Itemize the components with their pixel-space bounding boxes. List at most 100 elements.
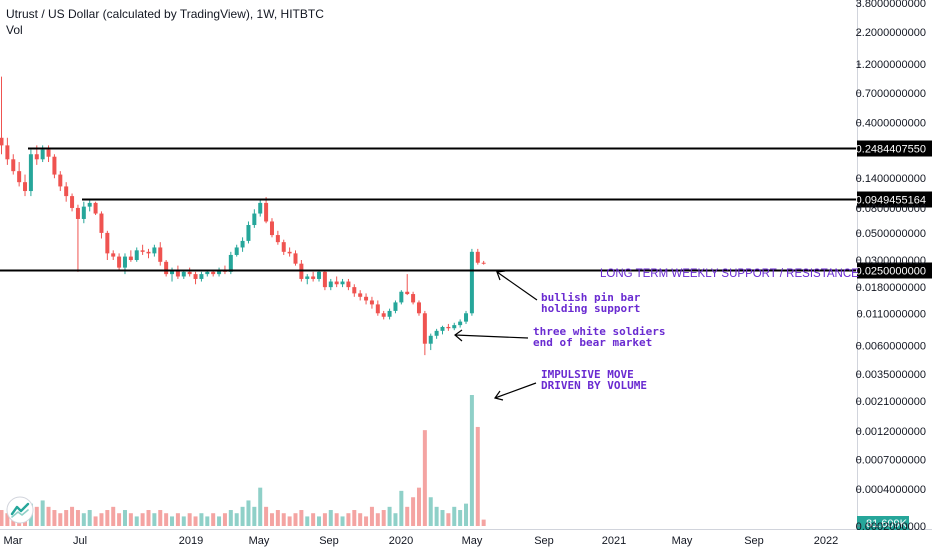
volume-bar [222, 513, 227, 526]
volume-bar [264, 506, 269, 526]
candle [446, 323, 451, 331]
volume-bar [322, 513, 327, 526]
time-tick-label: Sep [319, 535, 339, 547]
candle [246, 221, 251, 244]
volume-bar [328, 510, 333, 526]
candle [428, 333, 433, 351]
volume-value-label: 81.609K [866, 518, 908, 530]
volume-value-badge [857, 516, 909, 530]
volume-bar [175, 513, 180, 526]
candle [111, 250, 116, 261]
candle [81, 201, 86, 224]
candle [199, 271, 204, 282]
time-tick-label: 2021 [602, 535, 626, 547]
volume-bar [469, 395, 474, 526]
time-tick-label: 2022 [814, 535, 838, 547]
volume-bar [228, 510, 233, 526]
time-tick-label: Sep [744, 535, 764, 547]
candle [458, 319, 463, 328]
volume-bar [64, 510, 69, 526]
chart-legend: Utrust / US Dollar (calculated by Tradin… [6, 6, 324, 38]
volume-bar [258, 487, 263, 526]
volume-bar [440, 510, 445, 526]
symbol-title[interactable]: Utrust / US Dollar (calculated by Tradin… [6, 7, 324, 21]
candle [322, 269, 327, 291]
price-tick-label: 0.0012000000 [856, 426, 926, 438]
price-tick-label: 0.7000000000 [856, 88, 926, 100]
annotation-impulsive-line-2: DRIVEN BY VOLUME [541, 379, 647, 392]
volume-bar [411, 497, 416, 526]
candle [416, 300, 421, 316]
candle [58, 171, 63, 192]
time-tick-label: Mar [4, 535, 23, 547]
time-axis[interactable]: Mar Jul 2019 May Sep 2020 May Sep 2021 May Sep 2022 [4, 535, 839, 547]
candle [70, 193, 75, 212]
level-price-label: 0.0949455164 [856, 195, 926, 207]
volume-bar [364, 516, 369, 526]
candle [152, 244, 157, 257]
price-tick-label: 0.0007000000 [856, 454, 926, 466]
level-price-badge [857, 262, 932, 279]
volume-bar [381, 510, 386, 526]
level-price-badge [857, 140, 932, 157]
candle [99, 211, 104, 239]
level-price-badge [857, 191, 932, 208]
volume-bar [317, 516, 322, 526]
volume-bar [464, 503, 469, 526]
volume-bar [34, 506, 39, 526]
candle [399, 290, 404, 305]
volume-bar [234, 513, 239, 526]
candle [346, 278, 351, 291]
candle [17, 162, 22, 187]
candle [217, 267, 222, 277]
volume-bar [75, 510, 80, 526]
volume-bar [252, 506, 257, 526]
volume-bar [52, 510, 57, 526]
candle [452, 322, 457, 331]
price-axis[interactable]: 3.8000000000 2.2000000000 1.2000000000 0.70… [856, 0, 926, 533]
volume-bar [346, 513, 351, 526]
time-tick-label: 2020 [389, 535, 413, 547]
candle [411, 291, 416, 305]
horizontal-levels[interactable]: 0.2484407550 0.0949455164 0.0250000000 81.6… [0, 140, 932, 531]
volume-bar [446, 513, 451, 526]
candle [440, 325, 445, 335]
volume-bar [217, 516, 222, 526]
candle [105, 230, 110, 261]
candle [340, 278, 345, 288]
candle [158, 242, 163, 266]
volume-bar [352, 510, 357, 526]
volume-bar [393, 513, 398, 526]
candle [93, 201, 98, 216]
volume-indicator-label[interactable]: Vol [6, 23, 23, 37]
candle [405, 274, 410, 296]
volume-bar [46, 506, 51, 526]
tradingview-logo-icon [6, 496, 34, 524]
time-tick-label: May [249, 535, 270, 547]
candle [275, 230, 280, 245]
annotation-soldiers-line-2: end of bear market [533, 336, 652, 349]
volume-bar [164, 513, 169, 526]
volume-bar [422, 430, 427, 526]
candle [287, 247, 292, 257]
candle [358, 290, 363, 301]
candle [128, 250, 133, 262]
volume-bar [5, 513, 10, 526]
annotation-pin-bar-line-2: holding support [541, 302, 640, 315]
candle [364, 293, 369, 305]
candle [258, 198, 263, 217]
candle [164, 260, 169, 277]
volume-bar [158, 510, 163, 526]
volume-bar [369, 506, 374, 526]
volume-bar [269, 513, 274, 526]
volume-bar [70, 506, 75, 526]
annotation-pin-bar-line-1: bullish pin bar [541, 291, 641, 304]
price-tick-label: 0.0180000000 [856, 282, 926, 294]
candle [334, 276, 339, 288]
candle [352, 284, 357, 297]
volume-bar [281, 513, 286, 526]
price-tick-label: 0.0800000000 [856, 203, 926, 215]
volume-bar [481, 519, 486, 526]
